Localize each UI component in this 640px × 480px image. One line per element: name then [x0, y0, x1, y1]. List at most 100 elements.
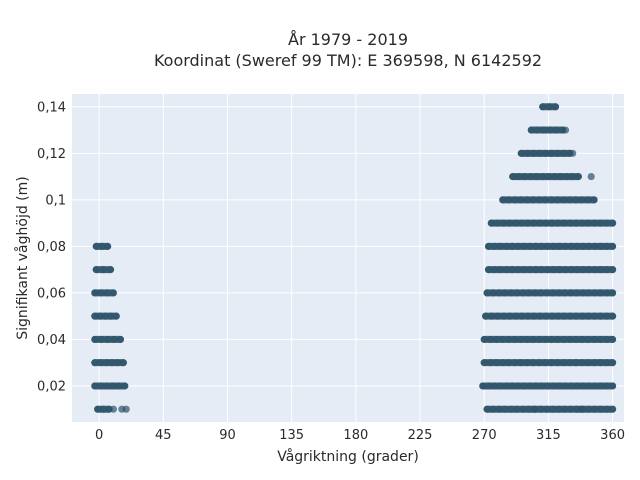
- data-point: [543, 242, 552, 250]
- data-point: [566, 219, 574, 227]
- data-point: [529, 196, 537, 204]
- data-point: [529, 149, 538, 157]
- data-point: [538, 266, 546, 274]
- data-point: [608, 289, 617, 297]
- data-point: [572, 196, 580, 204]
- data-point: [548, 149, 556, 157]
- data-point: [508, 242, 516, 250]
- data-point: [555, 242, 564, 250]
- chart-title-line1: År 1979 - 2019: [288, 30, 408, 49]
- data-point: [566, 359, 574, 367]
- data-point: [567, 382, 575, 390]
- data-point: [596, 219, 605, 227]
- data-point: [556, 172, 565, 181]
- data-point: [561, 266, 569, 274]
- data-point: [608, 219, 617, 227]
- data-point: [572, 359, 580, 367]
- data-point: [579, 289, 587, 297]
- data-point: [560, 219, 568, 227]
- data-point: [538, 242, 546, 250]
- data-point: [597, 242, 605, 250]
- data-point: [490, 382, 499, 390]
- data-point: [603, 289, 611, 297]
- y-tick-label: 0,08: [37, 240, 66, 255]
- data-point: [519, 405, 527, 413]
- data-point: [597, 405, 605, 413]
- data-point: [566, 335, 574, 344]
- data-point: [584, 219, 592, 227]
- data-point: [532, 242, 540, 250]
- data-point: [499, 196, 507, 204]
- data-point: [590, 196, 598, 204]
- data-point: [483, 289, 491, 297]
- data-point: [572, 335, 580, 344]
- data-point: [548, 312, 556, 320]
- data-point: [545, 103, 553, 111]
- data-point: [529, 359, 537, 367]
- data-point: [541, 359, 549, 367]
- y-tick-label: 0,02: [37, 379, 66, 394]
- data-point: [484, 266, 493, 274]
- data-point: [509, 172, 517, 181]
- data-point: [498, 359, 507, 367]
- data-point: [553, 196, 562, 204]
- data-point: [493, 219, 502, 227]
- data-point: [530, 219, 538, 227]
- data-point: [483, 405, 491, 413]
- data-point: [501, 289, 509, 297]
- y-tick-labels: 0,02 0,04 0,06 0,08 0,1 0,12 0,14: [37, 100, 66, 394]
- data-point: [602, 359, 611, 367]
- data-point: [603, 405, 611, 413]
- data-point: [597, 289, 605, 297]
- data-point: [579, 382, 587, 390]
- data-point: [107, 312, 115, 320]
- data-point: [561, 242, 569, 250]
- data-point: [554, 149, 562, 157]
- data-point: [584, 359, 592, 367]
- data-point: [596, 335, 604, 344]
- data-point: [541, 335, 549, 344]
- data-point: [543, 405, 551, 413]
- data-point: [502, 382, 510, 390]
- data-point: [584, 196, 592, 204]
- data-point: [536, 312, 544, 320]
- data-point: [119, 359, 127, 367]
- data-point: [507, 289, 515, 297]
- data-point: [591, 405, 599, 413]
- data-point: [560, 149, 568, 157]
- data-point: [507, 405, 515, 413]
- data-point: [603, 242, 611, 250]
- data-point: [479, 382, 487, 390]
- data-point: [608, 266, 617, 274]
- data-point: [485, 382, 493, 390]
- data-point: [553, 335, 562, 344]
- data-point: [543, 266, 552, 274]
- data-point: [608, 405, 617, 413]
- data-point: [591, 242, 599, 250]
- data-point: [496, 382, 505, 390]
- data-point: [94, 405, 102, 413]
- data-point: [535, 335, 543, 344]
- data-point: [92, 242, 100, 250]
- data-point: [523, 359, 531, 367]
- data-point: [602, 312, 611, 320]
- data-point: [568, 172, 576, 181]
- data-point: [505, 196, 513, 204]
- data-point: [502, 242, 510, 250]
- data-point: [561, 382, 569, 390]
- data-point: [520, 382, 528, 390]
- data-point: [544, 382, 552, 390]
- data-point: [506, 312, 514, 320]
- data-point: [486, 335, 494, 344]
- y-axis-label: Signifikant våghöjd (m): [14, 176, 31, 339]
- data-point: [562, 172, 571, 181]
- data-point: [502, 266, 510, 274]
- data-point: [532, 382, 540, 390]
- data-point: [572, 312, 580, 320]
- data-point: [560, 312, 568, 320]
- data-point: [550, 172, 559, 181]
- data-point: [526, 382, 534, 390]
- data-point: [480, 335, 488, 344]
- data-point: [121, 382, 129, 390]
